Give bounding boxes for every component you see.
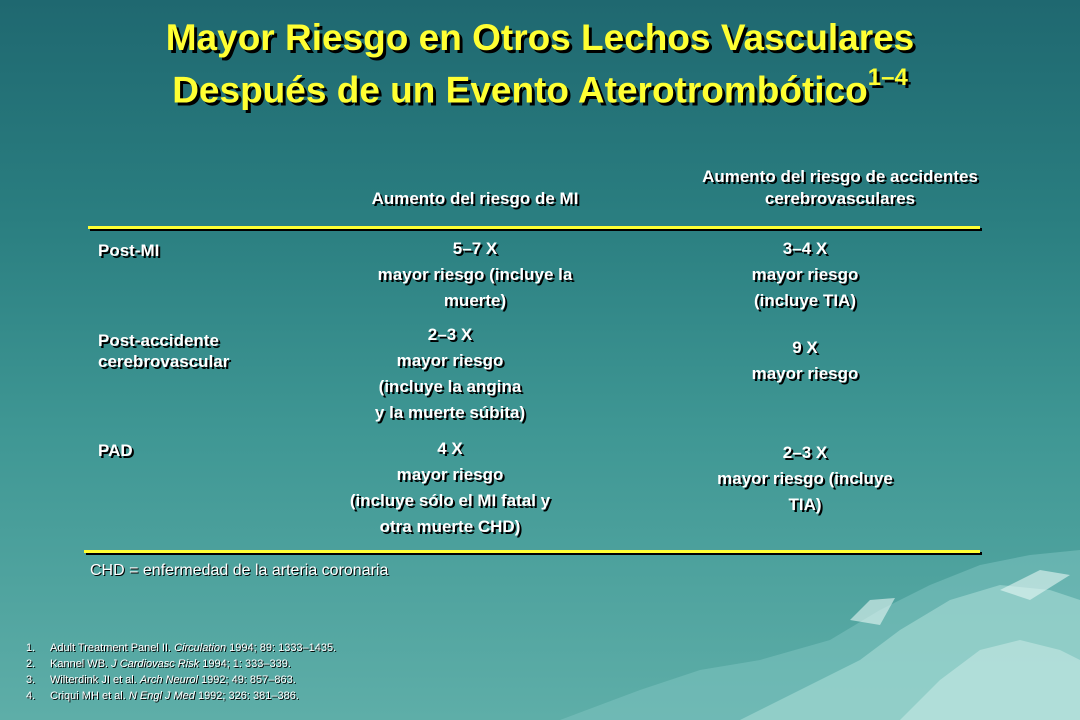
cell-line: 3–4 X	[782, 239, 828, 258]
reference-authors: Kannel WB.	[50, 658, 112, 670]
reference-citation: 1994; 89: 1333–1435.	[226, 642, 337, 654]
cell-line: 4 X	[437, 439, 463, 458]
cell-line: (incluye sólo el MI fatal y	[349, 491, 551, 510]
table-top-rule	[88, 226, 980, 229]
reference-authors: Criqui MH et al.	[50, 690, 129, 702]
row-label-line: cerebrovascular	[98, 352, 230, 371]
cell-line: TIA)	[788, 495, 822, 514]
cell-post-stroke-stroke: 9 X mayor riesgo	[640, 335, 970, 387]
reference-text: Kannel WB. J Cardiovasc Risk 1994; 1: 33…	[50, 656, 291, 672]
references-list: 1. Adult Treatment Panel II. Circulation …	[26, 640, 336, 704]
cell-line: (incluye la angina	[378, 377, 522, 396]
col-header-mi: Aumento del riesgo de MI	[371, 189, 579, 208]
reference-item: 4. Criqui MH et al. N Engl J Med 1992; 32…	[26, 688, 336, 704]
row-label-pad: PAD	[98, 440, 133, 461]
title-superscript: 1–4	[867, 64, 908, 91]
reference-item: 1. Adult Treatment Panel II. Circulation …	[26, 640, 336, 656]
reference-number: 4.	[26, 690, 36, 702]
reference-journal: N Engl J Med	[128, 690, 195, 702]
title-line-2-text: Después de un Evento Aterotrombótico	[172, 69, 868, 111]
row-label-post-mi: Post-MI	[98, 240, 159, 261]
cell-line: 2–3 X	[782, 443, 828, 462]
reference-citation: 1992; 326: 381–386.	[194, 690, 299, 702]
reference-text: Wilterdink JI et al. Arch Neurol 1992; 4…	[50, 672, 296, 688]
cell-line: 2–3 X	[427, 325, 473, 344]
col-header-stroke-line-1: Aumento del riesgo de accidentes	[702, 167, 978, 186]
reference-journal: J Cardiovasc Risk	[111, 658, 200, 670]
title-line-1: Mayor Riesgo en Otros Lechos Vasculares	[165, 17, 915, 58]
cell-line: mayor riesgo (incluye	[717, 469, 893, 488]
reference-journal: Circulation	[174, 642, 227, 654]
cell-post-stroke-mi: 2–3 X mayor riesgo (incluye la angina y …	[285, 322, 615, 426]
cell-line: mayor riesgo	[396, 351, 504, 370]
reference-number: 2.	[26, 658, 36, 670]
reference-journal: Arch Neurol	[139, 674, 198, 686]
cell-line: (incluye TIA)	[753, 291, 856, 310]
reference-authors: Adult Treatment Panel II.	[50, 642, 175, 654]
reference-text: Adult Treatment Panel II. Circulation 19…	[50, 640, 336, 656]
cell-line: mayor riesgo (incluye la	[377, 265, 573, 284]
cell-pad-mi: 4 X mayor riesgo (incluye sólo el MI fat…	[285, 436, 615, 540]
reference-authors: Wilterdink JI et al.	[50, 674, 140, 686]
cell-line: mayor riesgo	[396, 465, 504, 484]
cell-line: otra muerte CHD)	[379, 517, 521, 536]
col-header-stroke: Aumento del riesgo de accidentes cerebro…	[640, 166, 1040, 210]
reference-citation: 1994; 1: 333–339.	[199, 658, 291, 670]
row-label-line: Post-MI	[98, 241, 160, 260]
col-header-stroke-line-2: cerebrovasculares	[764, 189, 916, 208]
cell-line: mayor riesgo	[751, 265, 859, 284]
reference-number: 3.	[26, 674, 36, 686]
chd-footnote: CHD = enfermedad de la arteria coronaria	[90, 562, 389, 579]
title-line-2: Después de un Evento Aterotrombótico1–4	[0, 60, 1080, 112]
cell-pad-stroke: 2–3 X mayor riesgo (incluye TIA)	[640, 440, 970, 518]
cell-line: mayor riesgo	[751, 364, 859, 383]
cell-line: 5–7 X	[452, 239, 498, 258]
reference-text: Criqui MH et al. N Engl J Med 1992; 326:…	[50, 688, 299, 704]
cell-line: y la muerte súbita)	[374, 403, 526, 422]
cell-post-mi-stroke: 3–4 X mayor riesgo (incluye TIA)	[640, 236, 970, 314]
cell-post-mi-mi: 5–7 X mayor riesgo (incluye la muerte)	[310, 236, 640, 314]
reference-citation: 1992; 49: 857–863.	[197, 674, 296, 686]
reference-item: 3. Wilterdink JI et al. Arch Neurol 1992;…	[26, 672, 336, 688]
table-bottom-rule	[84, 550, 980, 553]
reference-item: 2. Kannel WB. J Cardiovasc Risk 1994; 1: …	[26, 656, 336, 672]
row-label-line: Post-accidente	[98, 331, 219, 350]
row-label-post-stroke: Post-accidente cerebrovascular	[98, 330, 229, 372]
cell-line: 9 X	[792, 338, 818, 357]
slide-title: Mayor Riesgo en Otros Lechos Vasculares …	[0, 16, 1080, 112]
cell-line: muerte)	[443, 291, 507, 310]
reference-number: 1.	[26, 642, 36, 654]
row-label-line: PAD	[98, 441, 133, 460]
